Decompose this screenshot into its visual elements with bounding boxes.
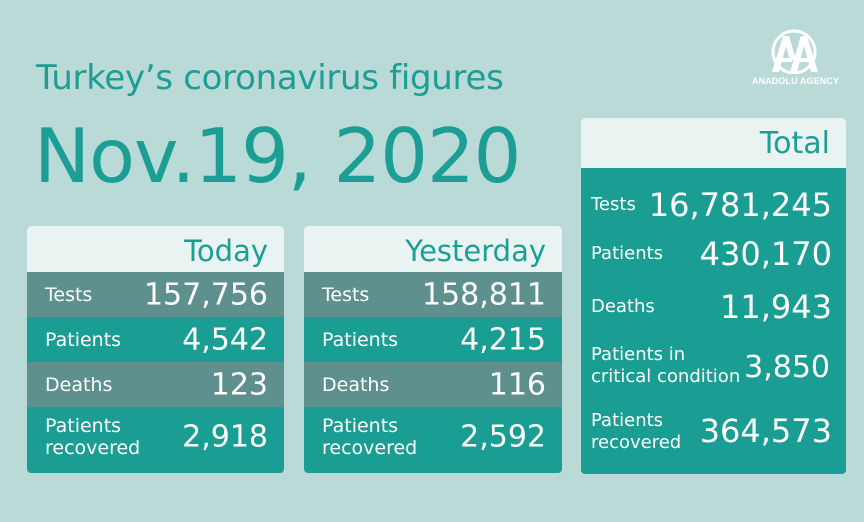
row-value: 11,943 xyxy=(720,288,832,326)
row-value: 157,756 xyxy=(143,277,268,312)
page-title: Turkey’s coronavirus figures xyxy=(36,58,504,98)
row-value: 2,918 xyxy=(182,419,268,454)
row-value: 16,781,245 xyxy=(648,186,832,224)
row-value: 364,573 xyxy=(699,412,832,450)
row-label: Tests xyxy=(591,194,636,215)
yesterday-card: Yesterday Tests 158,811 Patients 4,215 D… xyxy=(304,226,562,473)
row-value: 123 xyxy=(210,367,268,402)
aa-logo-icon xyxy=(771,29,818,74)
yesterday-row-recovered: Patients recovered 2,592 xyxy=(304,407,562,466)
row-label: Patients xyxy=(322,328,399,351)
row-label: Deaths xyxy=(591,296,655,317)
row-value: 4,215 xyxy=(460,322,546,357)
logo-text: ANADOLU AGENCY xyxy=(752,76,840,86)
anadolu-agency-logo: ANADOLU AGENCY xyxy=(752,28,840,94)
row-label: Patients recovered xyxy=(591,410,682,453)
row-label: Deaths xyxy=(45,373,113,396)
today-row-patients: Patients 4,542 xyxy=(27,317,284,362)
today-header: Today xyxy=(27,226,284,272)
row-label: Patients xyxy=(45,328,122,351)
row-label: Tests xyxy=(45,283,93,306)
row-label: Patients xyxy=(591,243,664,264)
row-value: 4,542 xyxy=(182,322,268,357)
row-label: Patients in critical condition xyxy=(591,344,741,387)
row-value: 430,170 xyxy=(699,235,832,273)
today-row-tests: Tests 157,756 xyxy=(27,272,284,317)
row-value: 3,850 xyxy=(744,350,830,385)
row-label: Tests xyxy=(322,283,370,306)
row-label: Patients recovered xyxy=(45,414,141,459)
today-row-deaths: Deaths 123 xyxy=(27,362,284,407)
yesterday-row-deaths: Deaths 116 xyxy=(304,362,562,407)
row-value: 158,811 xyxy=(421,277,546,312)
yesterday-row-tests: Tests 158,811 xyxy=(304,272,562,317)
report-date: Nov.19, 2020 xyxy=(34,112,521,200)
total-card: Total Tests 16,781,245 Patients 430,170 … xyxy=(581,118,846,474)
row-label: Patients recovered xyxy=(322,414,418,459)
row-value: 116 xyxy=(488,367,546,402)
today-card: Today Tests 157,756 Patients 4,542 Death… xyxy=(27,226,284,473)
yesterday-header: Yesterday xyxy=(304,226,562,272)
today-row-recovered: Patients recovered 2,918 xyxy=(27,407,284,466)
row-label: Deaths xyxy=(322,373,390,396)
yesterday-row-patients: Patients 4,215 xyxy=(304,317,562,362)
total-header: Total xyxy=(581,118,846,168)
row-value: 2,592 xyxy=(460,419,546,454)
